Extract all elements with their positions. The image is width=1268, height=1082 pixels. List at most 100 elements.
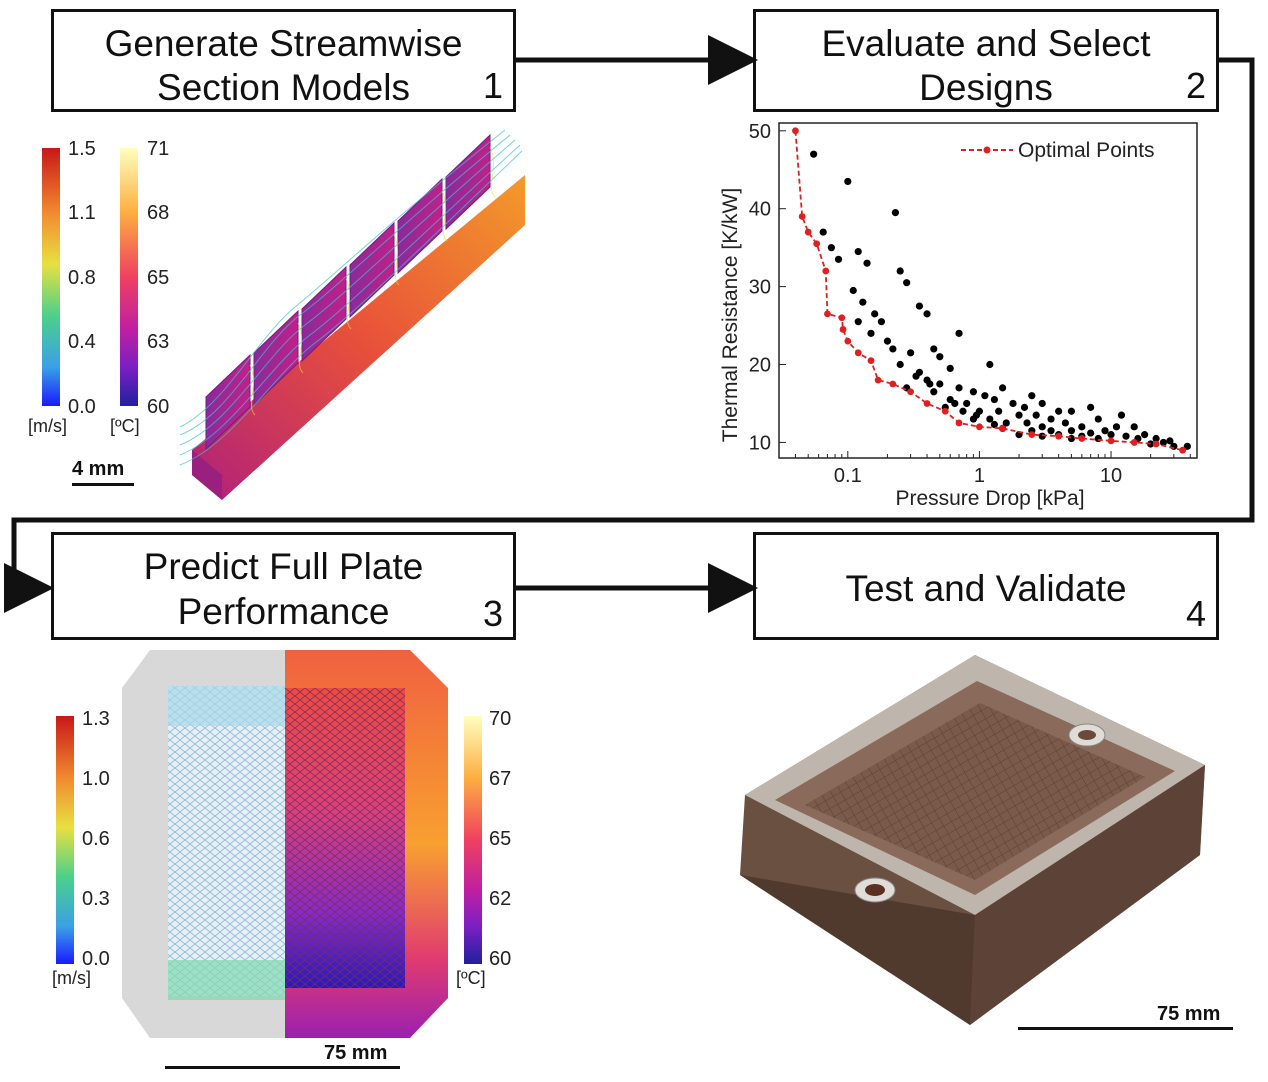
p3-velocity-tick-2: 0.6 [82,828,110,850]
design-point [951,399,959,408]
pareto-chart: 0.1 1 10 10 20 30 40 50 Thermal Resistance [K/k… [719,121,1198,510]
optimal-point [923,400,931,407]
step-3-box: Predict Full Plate Performance 3 [51,532,516,640]
design-point [1038,432,1046,440]
step-1-title-line-1: Generate Streamwise [104,23,463,64]
optimal-point [844,337,852,345]
design-point [1009,399,1017,408]
y-tick-label: 40 [749,199,771,221]
optimal-point [889,380,897,388]
optimal-point [1152,440,1160,448]
design-point [859,298,867,306]
design-point [995,407,1003,415]
design-point [1015,411,1023,419]
design-point [871,310,879,318]
design-point [959,407,967,415]
design-point [1112,423,1121,431]
design-point [903,279,911,287]
y-tick-label: 10 [749,432,771,454]
design-point [1094,415,1102,423]
design-point [998,384,1007,392]
optimal-point [941,407,949,415]
design-point [907,349,915,357]
design-point [972,411,981,419]
optimal-point [999,424,1006,432]
design-point [1078,423,1086,431]
design-point [867,329,875,337]
p3-temp-tick-4: 60 [489,948,512,970]
p3-temp-tick-2: 65 [489,828,512,850]
p3-velocity-colorbar [56,716,74,964]
step-4-title: Test and Validate [845,568,1127,609]
p1-temp-tick-2: 65 [147,267,170,289]
optimal-line [794,130,1183,452]
step-1-box: Generate Streamwise Section Models 1 [51,9,516,112]
p3-temperature-colorbar [464,716,482,964]
design-point [1101,427,1109,435]
step-3-number: 3 [482,593,503,634]
p3-velocity-tick-0: 1.3 [82,708,110,730]
p4-scalebar [1018,1027,1233,1030]
p1-velocity-tick-1: 1.1 [68,202,96,224]
step-2-title-line-2: Designs [919,67,1053,108]
p3-velocity-unit: [m/s] [52,968,91,988]
p1-velocity-tick-2: 0.8 [68,267,96,289]
optimal-point [813,240,821,248]
x-tick-label: 10 [1100,465,1122,487]
y-tick-label: 30 [749,277,771,299]
optimal-point [854,349,862,357]
p3-temp-tick-1: 67 [489,768,512,790]
design-point [1152,434,1160,443]
optimal-point [955,419,963,427]
design-point [923,310,931,318]
design-point [1130,423,1138,431]
optimal-point [1179,446,1187,454]
design-point [930,345,938,353]
step-4-box: Test and Validate 4 [753,532,1219,640]
design-point [936,380,944,388]
design-point [1183,442,1191,450]
design-point [1067,427,1076,435]
p3-scalebar [165,1066,400,1069]
design-point [877,318,886,326]
design-point [990,420,999,429]
step-4-number: 4 [1185,593,1206,634]
p1-velocity-tick-4: 0.0 [68,396,96,418]
p3-temp-unit: [ºC] [456,968,486,988]
design-point [1087,403,1095,411]
design-point [854,318,862,326]
design-point [936,353,944,361]
chart-frame [778,122,1198,459]
design-point [930,388,938,396]
p1-scalebar-label: 4 mm [72,458,125,480]
optimal-point [874,376,882,384]
chart-ylabel: Thermal Resistance [K/kW] [719,188,742,442]
legend-marker [983,146,991,154]
design-point [1038,399,1046,408]
design-point [1028,392,1036,400]
design-point [1002,419,1010,427]
design-point [955,329,963,337]
p3-temp-tick-0: 70 [489,708,512,730]
p3-temp-tick-3: 62 [489,888,512,910]
design-point [1087,429,1095,437]
x-tick-label: 1 [974,465,985,487]
design-point [955,384,963,392]
design-point [849,286,857,295]
design-point [963,399,971,408]
optimal-point [824,310,831,318]
step-2-number: 2 [1185,65,1206,106]
optimal-point [1055,432,1063,440]
design-point [896,360,904,369]
design-point [1141,431,1149,439]
p1-scalebar [72,483,134,486]
p1-temp-unit: [ºC] [110,416,140,436]
chart-xlabel: Pressure Drop [kPa] [895,487,1084,510]
p4-scalebar-label: 75 mm [1157,1003,1221,1025]
design-point [1020,403,1029,411]
design-point [1117,411,1126,419]
full-plate-render [122,650,448,1038]
p1-temp-tick-0: 71 [147,138,170,160]
design-point [1047,427,1055,435]
optimal-point [839,326,847,333]
